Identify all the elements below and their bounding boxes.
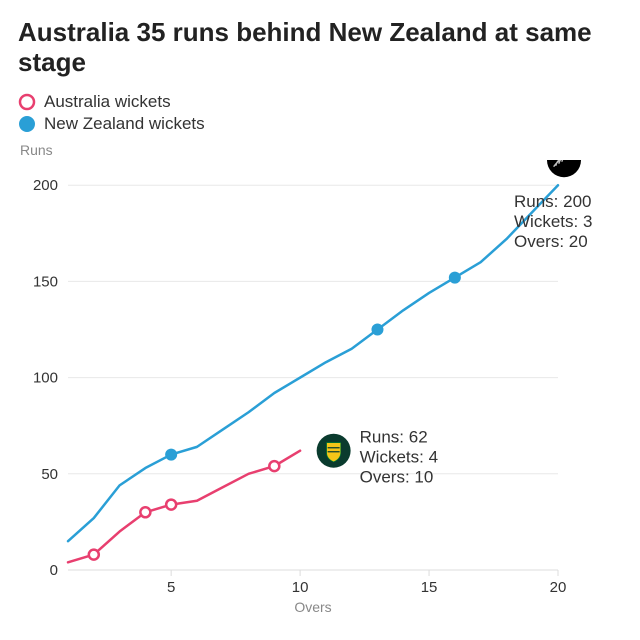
svg-text:Overs: Overs xyxy=(294,599,331,615)
svg-text:150: 150 xyxy=(33,273,58,290)
legend-label-newzealand: New Zealand wickets xyxy=(44,114,205,134)
legend-label-australia: Australia wickets xyxy=(44,92,171,112)
svg-text:Wickets: 4: Wickets: 4 xyxy=(360,448,438,467)
legend-swatch-newzealand-icon xyxy=(18,115,36,133)
chart-area: 0501001502005101520OversRuns: 200Wickets… xyxy=(18,160,628,620)
legend-item-newzealand: New Zealand wickets xyxy=(18,114,628,134)
legend: Australia wickets New Zealand wickets xyxy=(18,92,628,134)
svg-text:20: 20 xyxy=(550,579,567,596)
svg-text:15: 15 xyxy=(421,579,438,596)
svg-text:5: 5 xyxy=(167,579,175,596)
svg-text:200: 200 xyxy=(33,177,58,194)
svg-text:10: 10 xyxy=(292,579,309,596)
chart-title: Australia 35 runs behind New Zealand at … xyxy=(18,18,628,78)
svg-text:Runs: 62: Runs: 62 xyxy=(360,428,428,447)
y-axis-title: Runs xyxy=(20,142,628,158)
legend-swatch-australia-icon xyxy=(18,93,36,111)
legend-item-australia: Australia wickets xyxy=(18,92,628,112)
svg-text:Overs: 10: Overs: 10 xyxy=(360,468,434,487)
svg-text:50: 50 xyxy=(41,466,58,483)
svg-text:100: 100 xyxy=(33,369,58,386)
svg-text:Overs: 20: Overs: 20 xyxy=(514,232,588,251)
svg-text:Runs: 200: Runs: 200 xyxy=(514,192,592,211)
svg-text:Wickets: 3: Wickets: 3 xyxy=(514,212,592,231)
svg-text:0: 0 xyxy=(50,562,58,579)
